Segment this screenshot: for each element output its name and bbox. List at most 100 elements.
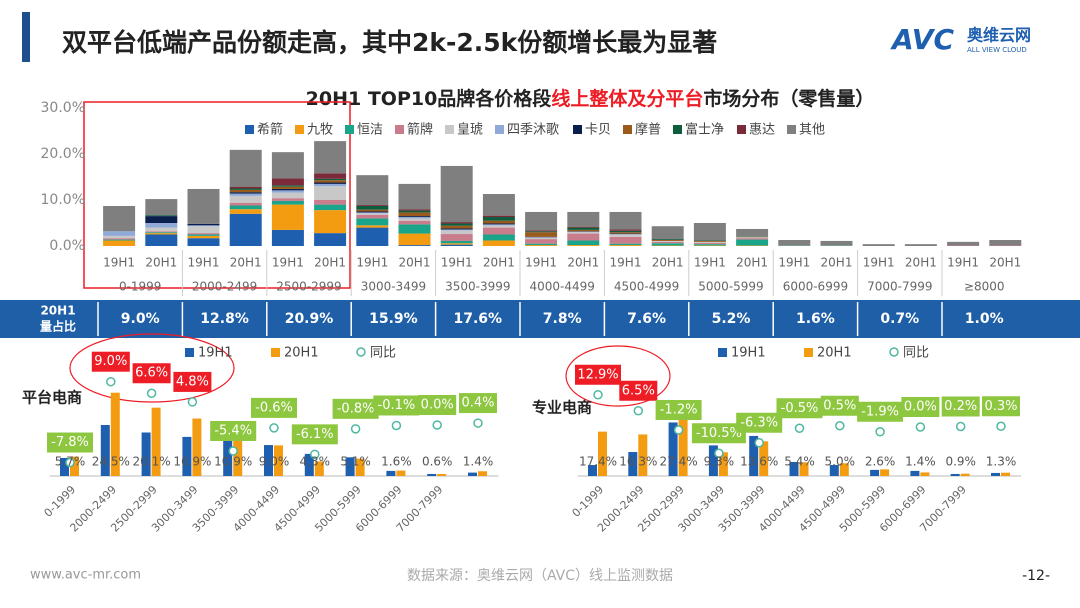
bar	[759, 441, 769, 476]
yoy-label-box	[941, 396, 980, 417]
yoy-marker	[473, 418, 483, 428]
yoy-label-box	[820, 395, 859, 416]
group-label: 5000-5999	[698, 280, 763, 294]
yoy-marker	[593, 390, 603, 400]
bar	[110, 392, 120, 476]
bar	[870, 469, 880, 476]
yoy-marker	[673, 425, 684, 435]
bar-segment	[103, 235, 136, 239]
yoy-marker	[633, 406, 644, 416]
bar-segment	[440, 240, 473, 244]
group-label: 3500-3999	[445, 280, 510, 294]
legend-swatch	[271, 348, 280, 357]
x-tick-label: 20H1	[652, 256, 684, 270]
bar	[960, 473, 970, 476]
bar-segment	[525, 230, 558, 232]
yoy-marker	[432, 420, 442, 430]
x-tick-label: 20H1	[230, 256, 262, 270]
yoy-marker	[106, 376, 116, 387]
page-number: -12-	[1022, 568, 1050, 584]
bar-segment	[778, 240, 811, 246]
bar-segment	[525, 239, 558, 244]
yoy-label-box	[901, 397, 940, 417]
bar	[910, 470, 920, 476]
bar-segment	[862, 244, 895, 246]
x-tick-label: 19H1	[356, 256, 388, 270]
bar-segment	[440, 229, 473, 231]
yoy-label: 9.0%	[94, 354, 127, 369]
legend-label: 恒洁	[357, 123, 383, 138]
x-tick-label: 19H1	[188, 256, 220, 270]
yoy-label: 6.6%	[135, 366, 168, 381]
bar-segment	[271, 152, 304, 179]
bar-segment	[525, 211, 558, 231]
yoy-label-box	[210, 420, 257, 441]
bar-segment	[356, 209, 389, 212]
bar-segment	[525, 237, 558, 240]
x-tick-label: 19H1	[525, 256, 557, 270]
y-tick-label: 30.0%	[41, 100, 85, 116]
x-tick-label: 20H1	[567, 256, 599, 270]
data-label: 5.7%	[55, 455, 86, 469]
data-label: 9.0%	[259, 455, 290, 469]
legend-label: 19H1	[731, 346, 766, 361]
yoy-label: -0.1%	[378, 398, 416, 413]
bar-segment	[398, 183, 431, 210]
panel-title: 平台电商	[22, 389, 82, 407]
bar-segment	[271, 186, 304, 189]
chart-title: 20H1 TOP10品牌各价格段线上整体及分平台市场分布（零售量）	[306, 87, 875, 110]
data-label: 1.4%	[463, 455, 494, 469]
legend-label: 惠达	[749, 123, 775, 138]
bar-segment	[314, 200, 347, 205]
group-label: 6000-6999	[783, 280, 848, 294]
bar-segment	[482, 240, 515, 246]
yoy-marker	[955, 421, 966, 432]
bar-segment	[187, 188, 220, 224]
bar-segment	[356, 211, 389, 213]
yoy-marker	[794, 423, 805, 433]
bar	[100, 425, 110, 476]
legend-label: 19H1	[198, 346, 233, 361]
x-tick-label: 19H1	[441, 256, 473, 270]
bar	[628, 452, 638, 476]
yoy-marker	[350, 424, 361, 434]
bar	[598, 431, 607, 476]
bar-segment	[356, 175, 389, 206]
bar-segment	[693, 240, 726, 242]
bar-segment	[314, 186, 347, 200]
x-tick-label: 19H1	[610, 256, 642, 270]
legend-label: 摩普	[635, 122, 661, 138]
bar-segment	[482, 217, 515, 221]
bar-segment	[145, 223, 178, 228]
y-tick-label: 10.0%	[41, 192, 85, 208]
legend-marker	[889, 347, 899, 357]
bar	[708, 445, 718, 476]
legend-label: 四季沐歌	[507, 123, 559, 138]
bar	[678, 406, 688, 476]
x-tick-label: 20H1	[145, 256, 177, 270]
bar-segment	[440, 244, 473, 246]
bar-segment	[314, 178, 347, 181]
group-label: 3000-3499	[361, 280, 426, 294]
bar-segment	[356, 227, 389, 246]
share-cell: 7.8%	[543, 311, 582, 327]
yoy-label-box	[655, 400, 702, 420]
bar-segment	[736, 238, 769, 240]
yoy-label: 6.5%	[622, 383, 655, 398]
yoy-label-box	[619, 380, 658, 401]
bar-segment	[356, 213, 389, 215]
bar	[304, 453, 314, 476]
bar-segment	[314, 204, 347, 211]
bar-segment	[103, 239, 136, 241]
bar	[718, 452, 728, 476]
bar-segment	[609, 245, 642, 246]
bar	[345, 457, 355, 476]
bar-segment	[989, 240, 1022, 246]
yoy-marker	[714, 448, 724, 458]
yoy-label: -1.9%	[861, 404, 899, 419]
bar	[264, 445, 273, 476]
yoy-label: -1.2%	[660, 403, 698, 418]
title-bar	[22, 12, 30, 62]
legend-swatch	[787, 125, 796, 134]
